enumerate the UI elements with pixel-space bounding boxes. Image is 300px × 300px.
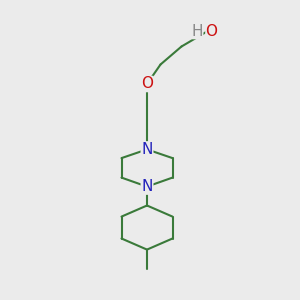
- Text: O: O: [141, 76, 153, 92]
- Text: N: N: [141, 179, 153, 194]
- Text: O: O: [206, 24, 218, 39]
- Text: N: N: [141, 142, 153, 157]
- Text: H: H: [192, 24, 203, 39]
